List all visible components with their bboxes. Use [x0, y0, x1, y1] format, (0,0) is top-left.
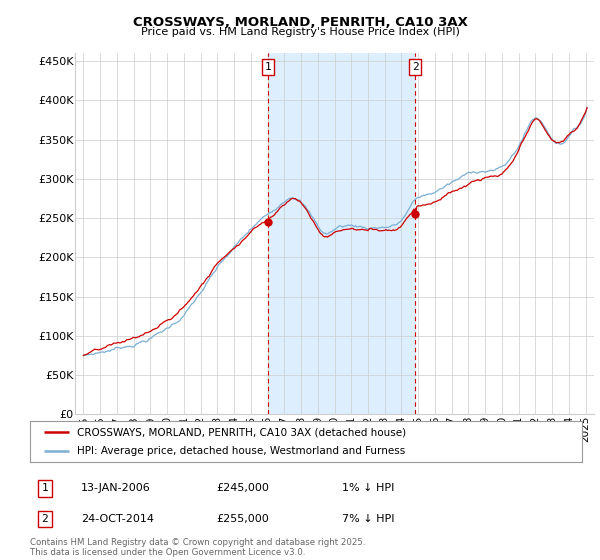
Text: 13-JAN-2006: 13-JAN-2006	[81, 483, 151, 493]
Text: 1% ↓ HPI: 1% ↓ HPI	[342, 483, 394, 493]
Text: 2: 2	[41, 514, 49, 524]
Text: CROSSWAYS, MORLAND, PENRITH, CA10 3AX: CROSSWAYS, MORLAND, PENRITH, CA10 3AX	[133, 16, 467, 29]
Text: 24-OCT-2014: 24-OCT-2014	[81, 514, 154, 524]
Text: £255,000: £255,000	[216, 514, 269, 524]
Text: £245,000: £245,000	[216, 483, 269, 493]
Text: HPI: Average price, detached house, Westmorland and Furness: HPI: Average price, detached house, West…	[77, 446, 405, 456]
Text: 1: 1	[41, 483, 49, 493]
Text: 2: 2	[412, 62, 419, 72]
Text: Price paid vs. HM Land Registry's House Price Index (HPI): Price paid vs. HM Land Registry's House …	[140, 27, 460, 38]
Bar	[268, 53, 415, 414]
Text: CROSSWAYS, MORLAND, PENRITH, CA10 3AX (detached house): CROSSWAYS, MORLAND, PENRITH, CA10 3AX (d…	[77, 427, 406, 437]
Text: 7% ↓ HPI: 7% ↓ HPI	[342, 514, 395, 524]
Text: Contains HM Land Registry data © Crown copyright and database right 2025.
This d: Contains HM Land Registry data © Crown c…	[30, 538, 365, 557]
Text: 1: 1	[265, 62, 272, 72]
